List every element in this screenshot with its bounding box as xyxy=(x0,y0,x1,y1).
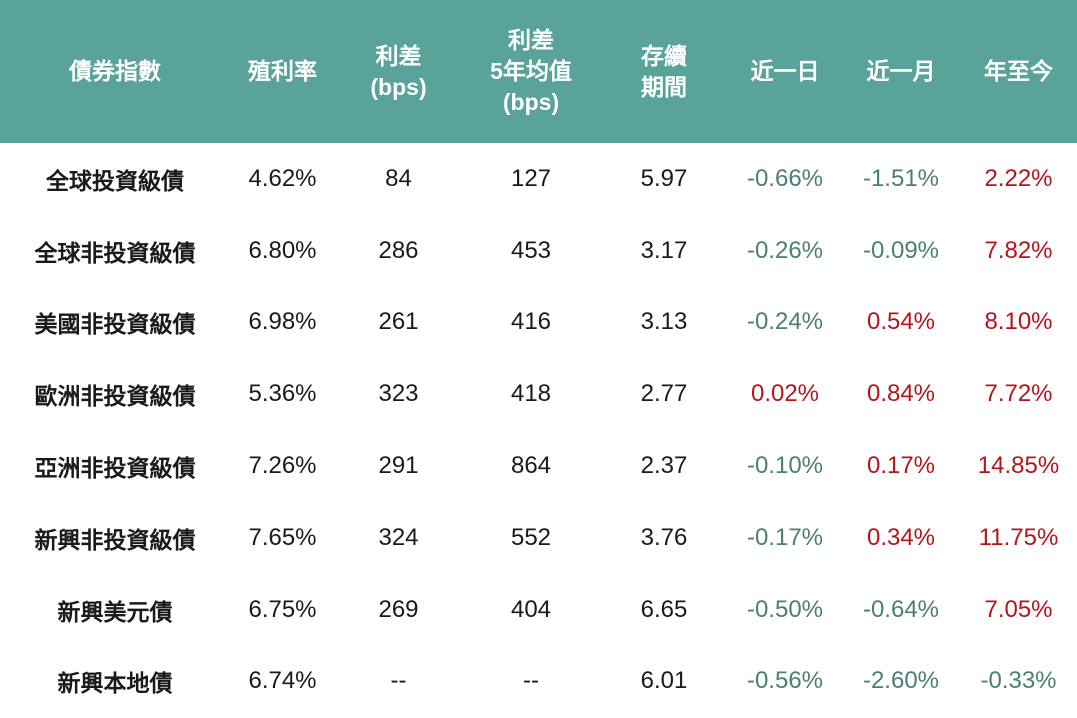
header-text: 存續 xyxy=(641,42,687,69)
data-cell: 0.02% xyxy=(750,380,820,408)
data-cell: 453 xyxy=(510,236,552,264)
data-cell: 3.17 xyxy=(640,236,688,264)
data-cell: 2.22% xyxy=(984,164,1053,192)
data-cell: 324 xyxy=(378,523,419,551)
data-cell: 2.37 xyxy=(640,452,688,480)
header-text: 5年均值 xyxy=(490,58,572,84)
data-cell: 0.84% xyxy=(866,380,936,408)
header-text: 殖利率 xyxy=(248,58,317,84)
bond-name: 全球非投資級債 xyxy=(34,239,196,266)
data-cell: -0.10% xyxy=(746,452,824,480)
data-cell: 7.65% xyxy=(248,523,317,551)
data-cell: 14.85% xyxy=(977,452,1060,480)
data-cell: 0.34% xyxy=(866,523,936,551)
data-cell: -0.17% xyxy=(746,523,824,551)
bond-name: 亞洲非投資級債 xyxy=(34,455,196,482)
data-cell: 7.05% xyxy=(984,595,1053,623)
table-body: 全球投資級債 4.62% 84 127 5.97 -0.66% -1.51% 2.22% 全球非… xyxy=(0,143,1077,717)
data-cell: 7.82% xyxy=(984,236,1053,264)
header-cell: 近一月 xyxy=(842,0,960,143)
header-cell: 利差 5年均值 (bps) xyxy=(462,0,600,143)
data-cell: 6.75% xyxy=(248,595,317,623)
bond-name: 新興本地債 xyxy=(57,670,173,697)
data-cell: -2.60% xyxy=(862,667,940,695)
data-row: 亞洲非投資級債 7.26% 291 864 2.37 -0.10% 0.17% 14.85% xyxy=(0,430,1077,502)
data-cell: 864 xyxy=(510,452,552,480)
data-cell: -0.33% xyxy=(980,667,1057,695)
data-cell: 6.65 xyxy=(640,595,688,623)
data-cell: 0.17% xyxy=(866,452,936,480)
data-cell: 6.01 xyxy=(640,667,688,695)
data-cell: 84 xyxy=(385,164,412,192)
data-cell: -0.66% xyxy=(746,164,824,192)
data-cell: 2.77 xyxy=(640,380,688,408)
data-cell: 404 xyxy=(510,595,552,623)
data-row: 新興本地債 6.74% -- -- 6.01 -0.56% -2.60% -0.33% xyxy=(0,646,1077,718)
header-cell: 年至今 xyxy=(960,0,1077,143)
header-text: 利差 xyxy=(375,42,422,69)
header-cell: 利差 (bps) xyxy=(335,0,462,143)
data-cell: 7.26% xyxy=(248,452,317,480)
data-row: 全球非投資級債 6.80% 286 453 3.17 -0.26% -0.09% 7.82% xyxy=(0,215,1077,287)
data-cell: 3.13 xyxy=(640,308,688,336)
data-cell: 291 xyxy=(378,452,419,480)
data-cell: 6.98% xyxy=(248,308,317,336)
header-text: 年至今 xyxy=(984,58,1053,84)
header-text: 債券指數 xyxy=(69,58,161,84)
bond-name: 歐洲非投資級債 xyxy=(34,383,196,410)
header-cell: 債券指數 xyxy=(0,0,230,143)
data-cell: 6.74% xyxy=(248,667,317,695)
header-text: (bps) xyxy=(502,89,560,115)
header-text: 近一月 xyxy=(866,58,936,84)
data-row: 新興非投資級債 7.65% 324 552 3.76 -0.17% 0.34% 11.75% xyxy=(0,502,1077,574)
data-cell: 11.75% xyxy=(978,523,1059,551)
bond-name: 美國非投資級債 xyxy=(34,311,196,338)
data-cell: -0.50% xyxy=(746,595,824,623)
data-cell: -0.26% xyxy=(746,236,824,264)
header-text: 期間 xyxy=(641,73,687,100)
header-text: 利差 xyxy=(508,27,554,53)
bond-name: 全球投資級債 xyxy=(46,167,184,194)
data-cell: 3.76 xyxy=(640,523,688,551)
data-cell: 286 xyxy=(378,236,419,264)
data-cell: 6.80% xyxy=(248,236,317,264)
data-row: 全球投資級債 4.62% 84 127 5.97 -0.66% -1.51% 2.22% xyxy=(0,143,1077,215)
data-cell: -- xyxy=(390,667,407,695)
data-cell: -0.64% xyxy=(862,595,940,623)
data-cell: 269 xyxy=(378,595,419,623)
header-cell: 殖利率 xyxy=(230,0,335,143)
data-cell: -0.24% xyxy=(746,308,824,336)
data-cell: 261 xyxy=(378,308,419,336)
data-cell: 0.54% xyxy=(866,308,936,336)
data-cell: 5.97 xyxy=(640,164,688,192)
header-cell: 近一日 xyxy=(728,0,842,143)
data-cell: 127 xyxy=(510,164,552,192)
header-row: 債券指數 殖利率 利差 (bps) 利差 5年均值 (bps) 存續 期間 近一日 近一月 年至今 xyxy=(0,0,1077,143)
table-header: 債券指數 殖利率 利差 (bps) 利差 5年均值 (bps) 存續 期間 近一日 近一月 年至今 xyxy=(0,0,1077,143)
data-row: 美國非投資級債 6.98% 261 416 3.13 -0.24% 0.54% 8.10% xyxy=(0,287,1077,359)
bond-name: 新興非投資級債 xyxy=(34,526,196,553)
data-cell: -0.56% xyxy=(746,667,824,695)
data-cell: 8.10% xyxy=(984,308,1053,336)
header-cell: 存續 期間 xyxy=(600,0,728,143)
data-row: 歐洲非投資級債 5.36% 323 418 2.77 0.02% 0.84% 7.72% xyxy=(0,358,1077,430)
data-cell: 5.36% xyxy=(248,380,317,408)
header-text: (bps) xyxy=(370,73,427,100)
data-cell: -1.51% xyxy=(862,164,940,192)
data-cell: -- xyxy=(523,667,539,695)
data-cell: 418 xyxy=(510,380,552,408)
data-cell: -0.09% xyxy=(862,236,940,264)
data-cell: 7.72% xyxy=(984,380,1053,408)
data-cell: 416 xyxy=(510,308,552,336)
header-text: 近一日 xyxy=(750,58,820,84)
data-cell: 323 xyxy=(378,380,419,408)
data-cell: 552 xyxy=(510,523,552,551)
data-row: 新興美元債 6.75% 269 404 6.65 -0.50% -0.64% 7.05% xyxy=(0,574,1077,646)
data-cell: 4.62% xyxy=(248,164,317,192)
bond-name: 新興美元債 xyxy=(57,598,173,625)
